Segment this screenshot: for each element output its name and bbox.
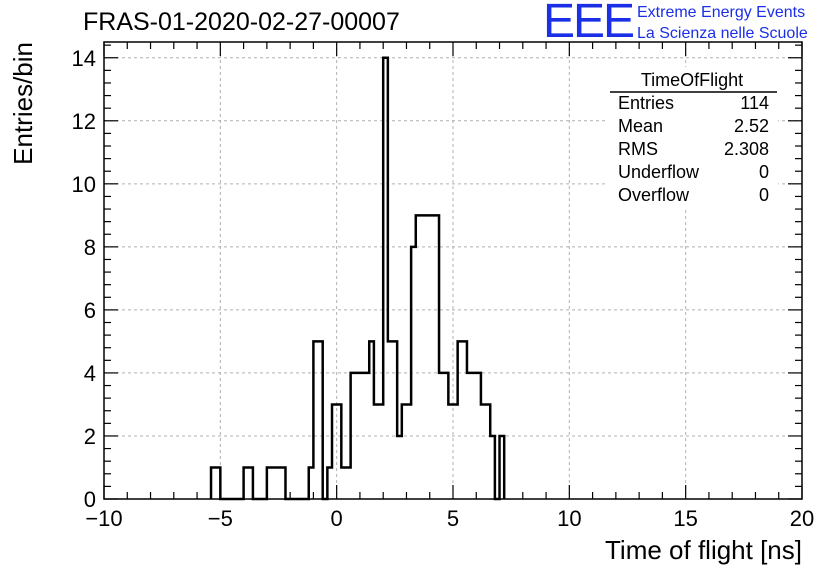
x-tick-label: −10 bbox=[85, 506, 122, 531]
eee-logo: EEE bbox=[543, 0, 635, 48]
x-tick-label: 15 bbox=[673, 506, 697, 531]
histogram-bars bbox=[209, 56, 506, 501]
y-tick-label: 8 bbox=[84, 235, 96, 260]
x-tick-label: 5 bbox=[447, 506, 459, 531]
y-tick-label: 2 bbox=[84, 424, 96, 449]
stats-box: TimeOfFlight Entries 114 Mean 2.52 RMS 2.308 Un… bbox=[606, 67, 778, 209]
x-tick-label: 10 bbox=[557, 506, 581, 531]
stats-box-background bbox=[606, 67, 778, 209]
stats-row-label: RMS bbox=[618, 139, 658, 159]
y-tick-label: 10 bbox=[72, 172, 96, 197]
y-tick-label: 0 bbox=[84, 487, 96, 512]
stats-row-label: Overflow bbox=[618, 185, 690, 205]
stats-row-value: 2.308 bbox=[724, 139, 769, 159]
stats-box-title: TimeOfFlight bbox=[641, 70, 743, 90]
y-tick-label: 6 bbox=[84, 298, 96, 323]
y-tick-label: 4 bbox=[84, 361, 96, 386]
stats-row-value: 0 bbox=[759, 162, 769, 182]
stats-row-label: Entries bbox=[618, 93, 674, 113]
y-tick-label: 12 bbox=[72, 109, 96, 134]
grid bbox=[104, 42, 802, 499]
stats-row-value: 0 bbox=[759, 185, 769, 205]
histogram-outline bbox=[209, 56, 506, 501]
histogram-title: FRAS-01-2020-02-27-00007 bbox=[83, 8, 400, 36]
stats-row-label: Mean bbox=[618, 116, 663, 136]
org-name-line2: La Scienza nelle Scuole bbox=[637, 25, 808, 42]
x-tick-label: 20 bbox=[790, 506, 814, 531]
stats-row-value: 114 bbox=[740, 93, 769, 113]
tick-labels: −10 −5 0 5 10 15 20 0 2 4 6 8 10 12 14 Time of flight [… bbox=[8, 42, 814, 565]
x-tick-label: −5 bbox=[208, 506, 233, 531]
stats-row-label: Underflow bbox=[618, 162, 700, 182]
org-name-line1: Extreme Energy Events bbox=[637, 4, 806, 21]
axes bbox=[103, 41, 803, 500]
y-tick-label: 14 bbox=[72, 46, 96, 71]
x-tick-label: 0 bbox=[331, 506, 343, 531]
x-axis-label: Time of flight [ns] bbox=[605, 535, 802, 565]
y-axis-label: Entries/bin bbox=[8, 42, 38, 165]
stats-row-value: 2.52 bbox=[734, 116, 769, 136]
